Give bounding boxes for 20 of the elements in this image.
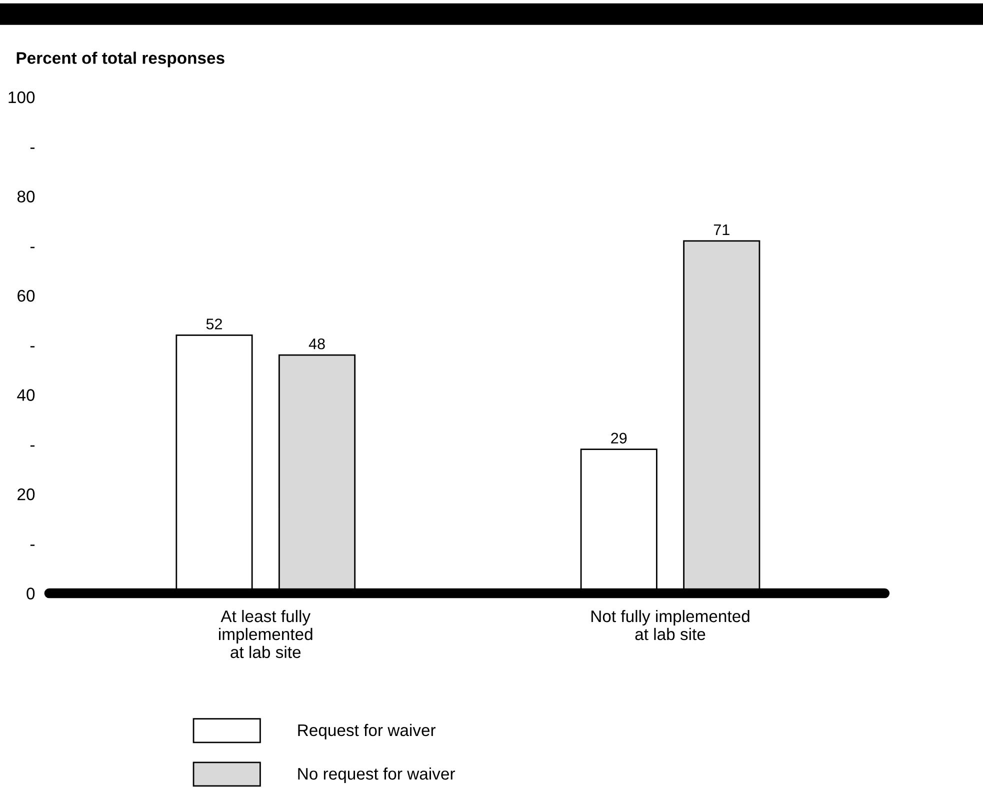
y-tick-label: 80 xyxy=(17,190,35,202)
x-tick-label: Not fully implemented at lab site xyxy=(591,610,750,640)
x-tick-label: At least fully implemented at lab site xyxy=(219,610,312,658)
data-label: 71 xyxy=(714,224,730,235)
data-label: 52 xyxy=(206,318,222,330)
y-tick-label: 60 xyxy=(18,290,35,302)
y-tick-label: - xyxy=(30,445,35,447)
y-axis-title: Percent of total responses xyxy=(16,52,224,68)
legend-label: Request for waiver xyxy=(298,724,436,740)
y-tick-label: - xyxy=(30,544,35,546)
legend-label: No request for waiver xyxy=(298,767,455,784)
y-tick-label: - xyxy=(30,246,35,248)
y-tick-label: 100 xyxy=(8,91,35,104)
y-tick-label: 20 xyxy=(18,488,35,500)
y-tick-label: 40 xyxy=(17,389,35,401)
y-tick-label: 0 xyxy=(26,588,35,600)
y-tick-label: - xyxy=(30,148,35,149)
data-label: 29 xyxy=(611,432,627,444)
data-label: 48 xyxy=(308,338,325,350)
y-tick-label: - xyxy=(30,346,35,348)
